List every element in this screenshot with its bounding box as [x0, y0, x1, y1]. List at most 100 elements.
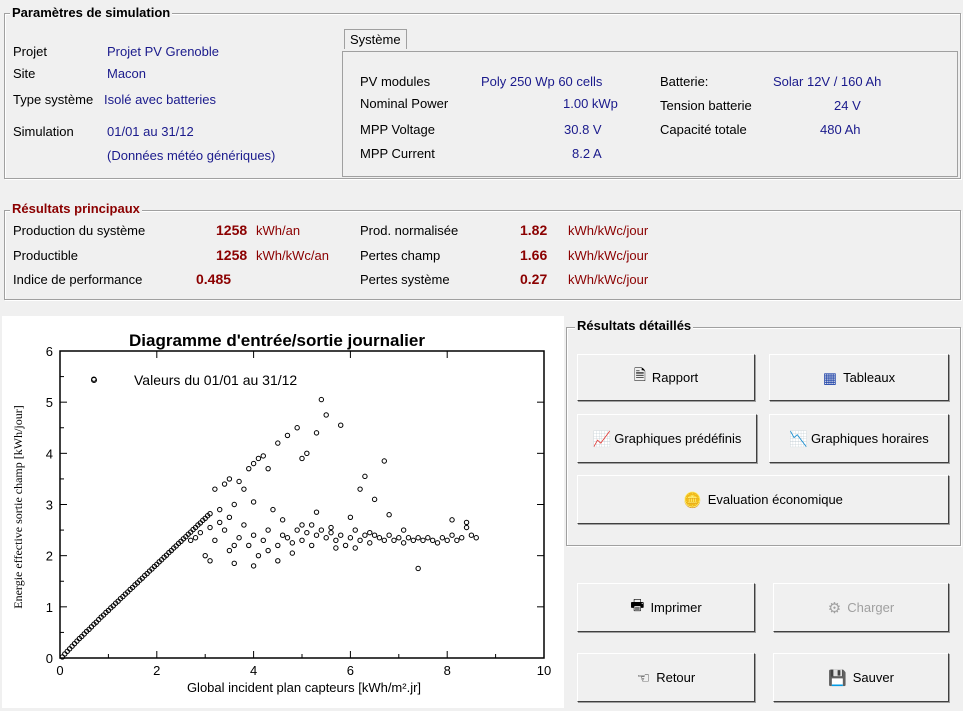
data-point: [444, 537, 450, 544]
plot-frame: [59, 350, 545, 659]
resultats-group: [4, 210, 961, 300]
retour-label: Retour: [656, 670, 696, 685]
data-point: [284, 432, 291, 439]
x-tick-label: 10: [537, 663, 551, 678]
pertes-champ-unit: kWh/kWc/jour: [568, 248, 649, 263]
data-point: [299, 455, 305, 462]
data-point: [333, 537, 339, 544]
resultats-title: Résultats principaux: [10, 201, 142, 216]
data-point: [449, 532, 455, 538]
pertes-champ-value: 1.66: [520, 247, 548, 263]
chart-xlabel: Global incident plan capteurs [kWh/m².jr…: [187, 680, 421, 695]
data-point: [338, 422, 344, 428]
sim-params-group: [4, 13, 961, 179]
data-point: [313, 430, 320, 436]
chart-svg: Diagramme d'entrée/sortie journalier Val…: [11, 331, 551, 695]
data-point: [347, 535, 354, 541]
retour-button[interactable]: ☜ Retour: [577, 653, 755, 702]
data-point: [308, 522, 315, 528]
productible-label: Productible: [13, 248, 79, 263]
productible-value: 1258: [216, 247, 248, 263]
data-point: [362, 473, 368, 480]
rapport-button[interactable]: 🗎 Rapport: [577, 354, 755, 401]
x-tick-label: 8: [444, 663, 451, 678]
hourly-chart-icon: 📉: [789, 430, 808, 448]
prod-norm-label: Prod. normalisée: [360, 223, 459, 238]
x-tick-label: 2: [153, 663, 160, 678]
y-tick-label: 2: [46, 549, 53, 564]
data-point: [391, 537, 397, 544]
data-point: [265, 527, 271, 533]
y-tick-label: 1: [46, 600, 53, 615]
data-point: [226, 547, 233, 554]
production-label: Production du système: [13, 223, 146, 238]
data-point: [294, 425, 300, 431]
data-point: [347, 514, 354, 520]
data-point: [454, 537, 460, 544]
data-point: [328, 524, 334, 531]
imprimer-button[interactable]: 🖶 Imprimer: [577, 583, 755, 632]
data-point: [246, 465, 252, 472]
graph-horaires-button[interactable]: 📉 Graphiques horaires: [769, 414, 949, 463]
io-diagram-chart: Diagramme d'entrée/sortie journalier Val…: [2, 316, 564, 708]
tab-systeme[interactable]: Système: [344, 29, 407, 49]
details-group: [566, 327, 961, 546]
data-point: [318, 527, 325, 533]
mpp-voltage-value: 30.8 V: [564, 122, 602, 137]
data-point: [459, 535, 465, 541]
graph-predef-button[interactable]: 📈 Graphiques prédéfinis: [577, 414, 757, 463]
data-point: [429, 537, 436, 544]
data-point: [279, 517, 286, 523]
chart-ylabel: Energie effective sortie champ [kWh/jour…: [11, 405, 25, 608]
pv-modules-label: PV modules: [360, 74, 431, 89]
pertes-sys-value: 0.27: [520, 271, 548, 287]
data-point: [367, 540, 373, 546]
data-point: [386, 512, 392, 518]
data-point: [221, 481, 228, 487]
imprimer-label: Imprimer: [650, 600, 702, 615]
data-point: [255, 455, 262, 462]
x-tick-label: 4: [250, 663, 257, 678]
data-point: [371, 496, 378, 503]
data-point: [415, 535, 421, 541]
data-point: [289, 540, 296, 546]
data-point: [197, 529, 204, 536]
data-point: [342, 542, 349, 549]
data-point: [212, 486, 218, 492]
data-point: [294, 527, 300, 533]
data-point: [362, 532, 368, 538]
batterie-label: Batterie:: [660, 74, 709, 89]
data-point: [352, 527, 358, 533]
evaluation-button[interactable]: 🪙 Evaluation économique: [577, 475, 949, 524]
data-point: [226, 476, 233, 482]
data-point: [313, 532, 320, 538]
data-point: [241, 486, 247, 492]
site-label: Site: [13, 66, 36, 81]
data-point: [260, 453, 266, 459]
data-point: [381, 458, 387, 464]
sauver-button[interactable]: 💾 Sauver: [773, 653, 949, 702]
tableaux-button[interactable]: ▦ Tableaux: [769, 354, 949, 401]
data-point: [439, 535, 446, 541]
simulation-label: Simulation: [13, 124, 74, 139]
chart-icon: 📈: [592, 430, 612, 448]
charger-button[interactable]: ⚙ Charger: [773, 583, 949, 632]
save-icon: 💾: [828, 669, 847, 687]
chart-legend: Valeurs du 01/01 au 31/12: [134, 372, 297, 388]
data-point: [226, 514, 233, 520]
x-tick-label: 6: [347, 663, 354, 678]
evaluation-label: Evaluation économique: [707, 492, 843, 507]
data-point: [207, 558, 213, 564]
data-point: [212, 537, 218, 544]
data-point: [449, 517, 455, 523]
data-point: [415, 565, 421, 572]
production-value: 1258: [216, 222, 248, 238]
simulation-note: (Données météo génériques): [107, 148, 276, 163]
data-point: [289, 550, 296, 556]
pv-modules-value: Poly 250 Wp 60 cells: [481, 74, 603, 89]
data-point: [381, 537, 387, 544]
productible-unit: kWh/kWc/an: [256, 248, 329, 263]
table-icon: ▦: [822, 369, 838, 387]
data-point: [231, 560, 237, 567]
data-point: [338, 532, 344, 538]
